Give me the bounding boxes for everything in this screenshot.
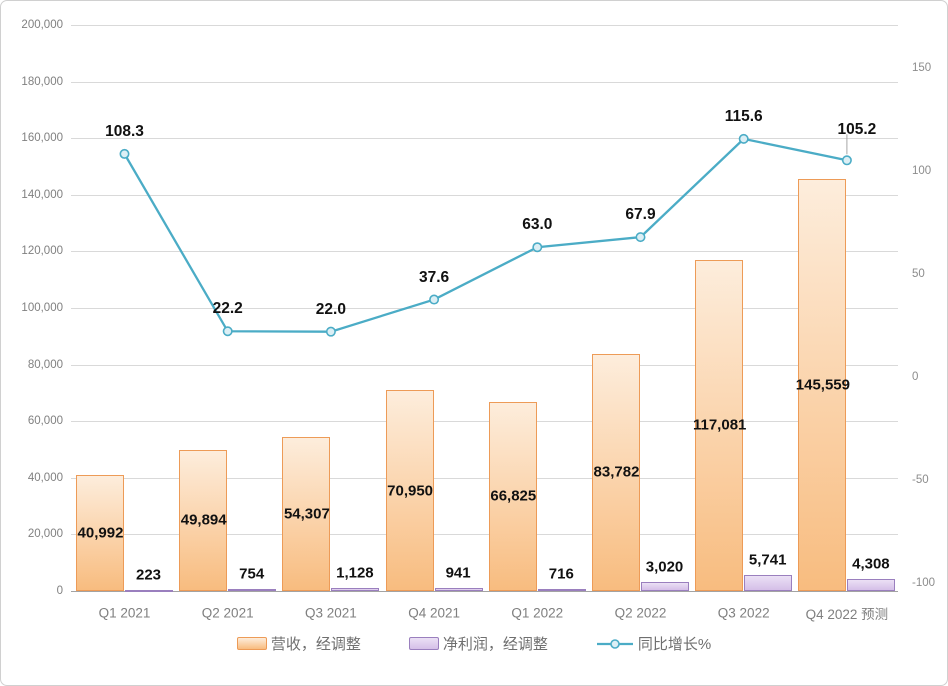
left-axis-tick-label: 180,000 — [21, 75, 63, 88]
right-axis-tick-label: -50 — [912, 474, 929, 486]
growth-value-label: 105.2 — [837, 121, 877, 139]
profit-value-label: 1,128 — [336, 564, 374, 582]
growth-point-marker — [119, 148, 130, 159]
gridline — [71, 364, 898, 366]
growth-value-label: 108.3 — [105, 122, 144, 140]
right-axis-tick-label: 150 — [912, 62, 932, 74]
gridline — [71, 534, 898, 536]
left-axis-tick-label: 60,000 — [27, 415, 63, 428]
revenue-bar — [488, 401, 537, 591]
legend-item: 净利润，经调整 — [408, 633, 548, 654]
profit-bar — [228, 588, 277, 591]
profit-bar — [847, 578, 896, 591]
category-label: Q3 2022 — [717, 605, 770, 621]
profit-value-label: 5,741 — [748, 551, 787, 569]
gridline — [71, 138, 898, 140]
revenue-bar — [385, 390, 434, 591]
revenue-bar — [76, 474, 124, 591]
gridline — [71, 251, 898, 253]
revenue-value-label: 49,894 — [180, 511, 227, 529]
legend-item: 营收，经调整 — [236, 633, 361, 654]
growth-value-label: 63.0 — [522, 216, 553, 234]
profit-value-label: 941 — [445, 564, 471, 582]
growth-value-label: 22.2 — [212, 300, 243, 318]
legend-label: 净利润，经调整 — [442, 636, 548, 653]
revenue-bar — [592, 353, 640, 591]
left-axis-tick-label: 80,000 — [27, 358, 63, 371]
gridline — [71, 308, 898, 309]
gridline — [71, 81, 898, 83]
profit-bar — [125, 590, 173, 593]
growth-line-swatch — [596, 638, 633, 649]
left-axis-tick-label: 100,000 — [21, 302, 63, 314]
growth-value-label: 22.0 — [315, 300, 346, 318]
left-axis-tick-label: 160,000 — [21, 132, 63, 145]
growth-point-marker — [532, 242, 543, 253]
left-axis-tick-label: 140,000 — [21, 188, 63, 201]
category-label: Q2 2022 — [614, 605, 667, 621]
growth-point-marker — [222, 326, 233, 337]
revenue-value-label: 54,307 — [283, 505, 330, 523]
right-axis-tick-label: 100 — [912, 165, 932, 177]
gridline — [71, 477, 898, 479]
legend-label: 同比增长% — [637, 636, 712, 653]
profit-bar — [434, 588, 483, 591]
revenue-value-label: 66,825 — [490, 487, 537, 505]
left-axis-tick-label: 40,000 — [27, 471, 63, 484]
category-label: Q4 2022 预测 — [805, 607, 889, 622]
category-label: Q2 2021 — [201, 605, 254, 621]
growth-point-marker — [325, 326, 336, 337]
revenue-bar — [179, 449, 228, 591]
legend: 营收，经调整 净利润，经调整 同比增长% — [1, 633, 947, 654]
left-axis-tick-label: 20,000 — [27, 528, 63, 541]
profit-swatch — [408, 637, 439, 650]
legend-item: 同比增长% — [596, 633, 711, 654]
right-axis-tick-label: 0 — [912, 371, 919, 383]
growth-value-label: 37.6 — [419, 268, 450, 286]
growth-value-label: 67.9 — [625, 206, 656, 224]
profit-value-label: 716 — [548, 565, 574, 583]
left-axis-tick-label: 120,000 — [21, 245, 63, 258]
growth-point-marker — [429, 294, 440, 305]
category-label: Q3 2021 — [304, 605, 357, 621]
gridline — [71, 421, 898, 423]
revenue-value-label: 117,081 — [692, 416, 747, 434]
right-axis-tick-label: 50 — [912, 268, 925, 280]
gridline — [71, 25, 898, 26]
growth-point-marker — [635, 232, 646, 243]
legend-label: 营收，经调整 — [270, 636, 361, 653]
revenue-value-label: 83,782 — [593, 463, 640, 481]
revenue-value-label: 70,950 — [387, 482, 434, 500]
category-label: Q4 2021 — [408, 605, 460, 621]
category-label: Q1 2022 — [511, 605, 564, 621]
profit-bar — [537, 588, 586, 591]
profit-value-label: 754 — [239, 565, 265, 583]
left-axis-tick-label: 200,000 — [21, 19, 63, 31]
revenue-value-label: 40,992 — [77, 524, 124, 542]
profit-value-label: 4,308 — [852, 555, 890, 573]
left-axis-tick-label: 0 — [56, 585, 63, 597]
growth-point-marker — [841, 155, 852, 166]
revenue-bar — [282, 437, 331, 591]
growth-value-label: 115.6 — [724, 107, 763, 125]
profit-bar — [331, 587, 380, 591]
gridline — [71, 194, 898, 196]
profit-bar — [744, 574, 793, 591]
revenue-value-label: 145,559 — [795, 376, 851, 394]
profit-bar — [641, 582, 689, 591]
right-axis-tick-label: -100 — [912, 577, 936, 589]
revenue-swatch — [236, 637, 267, 650]
profit-value-label: 3,020 — [645, 558, 684, 576]
category-label: Q1 2021 — [98, 605, 151, 621]
profit-value-label: 223 — [135, 566, 162, 584]
x-axis-line — [71, 591, 898, 592]
